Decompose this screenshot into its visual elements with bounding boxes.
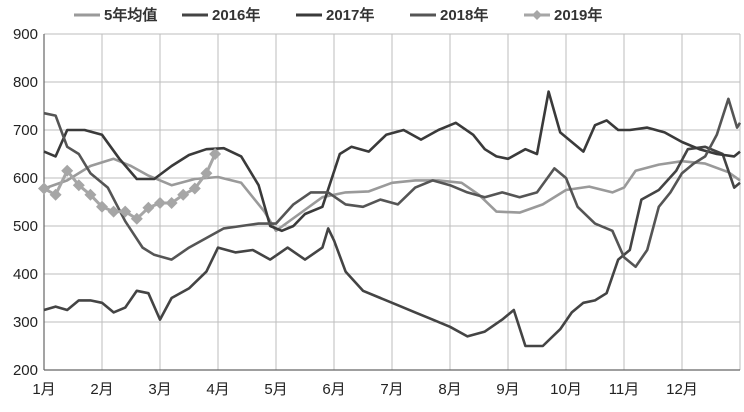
legend-label: 2017年 bbox=[326, 6, 374, 24]
series-4 bbox=[38, 148, 222, 225]
series-3 bbox=[43, 97, 742, 269]
series-line bbox=[43, 97, 742, 269]
legend-marker bbox=[532, 10, 542, 20]
data-point bbox=[200, 167, 213, 180]
series-line bbox=[43, 157, 741, 233]
y-tick-label: 300 bbox=[13, 314, 38, 331]
series-0 bbox=[43, 157, 741, 233]
data-point bbox=[154, 196, 166, 209]
legend-item: 2018年 bbox=[410, 6, 488, 24]
legend-item: 5年均值 bbox=[74, 6, 157, 24]
legend-label: 2016年 bbox=[212, 6, 260, 24]
series-line bbox=[43, 153, 217, 221]
y-axis: 200 300 400 500 600 700 800 900 bbox=[13, 26, 38, 379]
y-tick-label: 500 bbox=[13, 218, 38, 235]
y-tick-label: 600 bbox=[13, 170, 38, 187]
x-tick-label: 5月 bbox=[264, 381, 287, 398]
x-tick-label: 3月 bbox=[148, 381, 171, 398]
x-tick-label: 1月 bbox=[32, 381, 55, 398]
legend-item: 2017年 bbox=[296, 6, 374, 24]
data-point bbox=[130, 212, 143, 225]
data-point bbox=[96, 200, 108, 213]
data-point bbox=[119, 205, 132, 218]
legend-label: 2018年 bbox=[440, 6, 488, 24]
data-point bbox=[209, 148, 222, 160]
data-point bbox=[38, 182, 50, 195]
x-tick-label: 4月 bbox=[206, 381, 229, 398]
legend-label: 5年均值 bbox=[104, 6, 157, 24]
legend-item: 2019年 bbox=[524, 6, 602, 24]
y-tick-label: 700 bbox=[13, 122, 38, 139]
y-tick-label: 900 bbox=[13, 26, 38, 43]
series-group bbox=[38, 90, 742, 348]
data-point bbox=[72, 179, 85, 192]
x-tick-label: 8月 bbox=[438, 381, 461, 398]
x-axis: 1月 2月 3月 4月 5月 6月 7月 8月 9月 10月 11月 12月 bbox=[32, 381, 698, 398]
x-tick-label: 6月 bbox=[322, 381, 345, 398]
legend-label: 2019年 bbox=[554, 6, 602, 24]
legend-item: 2016年 bbox=[182, 6, 260, 24]
series-1 bbox=[43, 145, 741, 348]
x-tick-label: 2月 bbox=[90, 381, 113, 398]
y-tick-label: 400 bbox=[13, 266, 38, 283]
series-line bbox=[43, 145, 741, 348]
data-point bbox=[165, 196, 178, 209]
x-tick-label: 9月 bbox=[496, 381, 519, 398]
data-point bbox=[188, 182, 201, 195]
data-point bbox=[142, 201, 155, 214]
x-tick-label: 11月 bbox=[609, 381, 640, 398]
grid-lines bbox=[43, 33, 741, 371]
series-2 bbox=[43, 90, 741, 233]
data-point bbox=[177, 188, 190, 201]
x-tick-label: 10月 bbox=[550, 381, 582, 398]
legend: 5年均值 2016年 2017年 2018年 2019年 bbox=[74, 6, 602, 24]
x-tick-label: 12月 bbox=[666, 381, 698, 398]
y-tick-label: 800 bbox=[13, 74, 38, 91]
y-tick-label: 200 bbox=[13, 362, 38, 379]
data-point bbox=[49, 188, 62, 201]
data-point bbox=[84, 188, 97, 201]
data-point bbox=[61, 164, 74, 177]
data-point bbox=[107, 205, 120, 218]
x-tick-label: 7月 bbox=[380, 381, 403, 398]
series-line bbox=[43, 90, 741, 233]
